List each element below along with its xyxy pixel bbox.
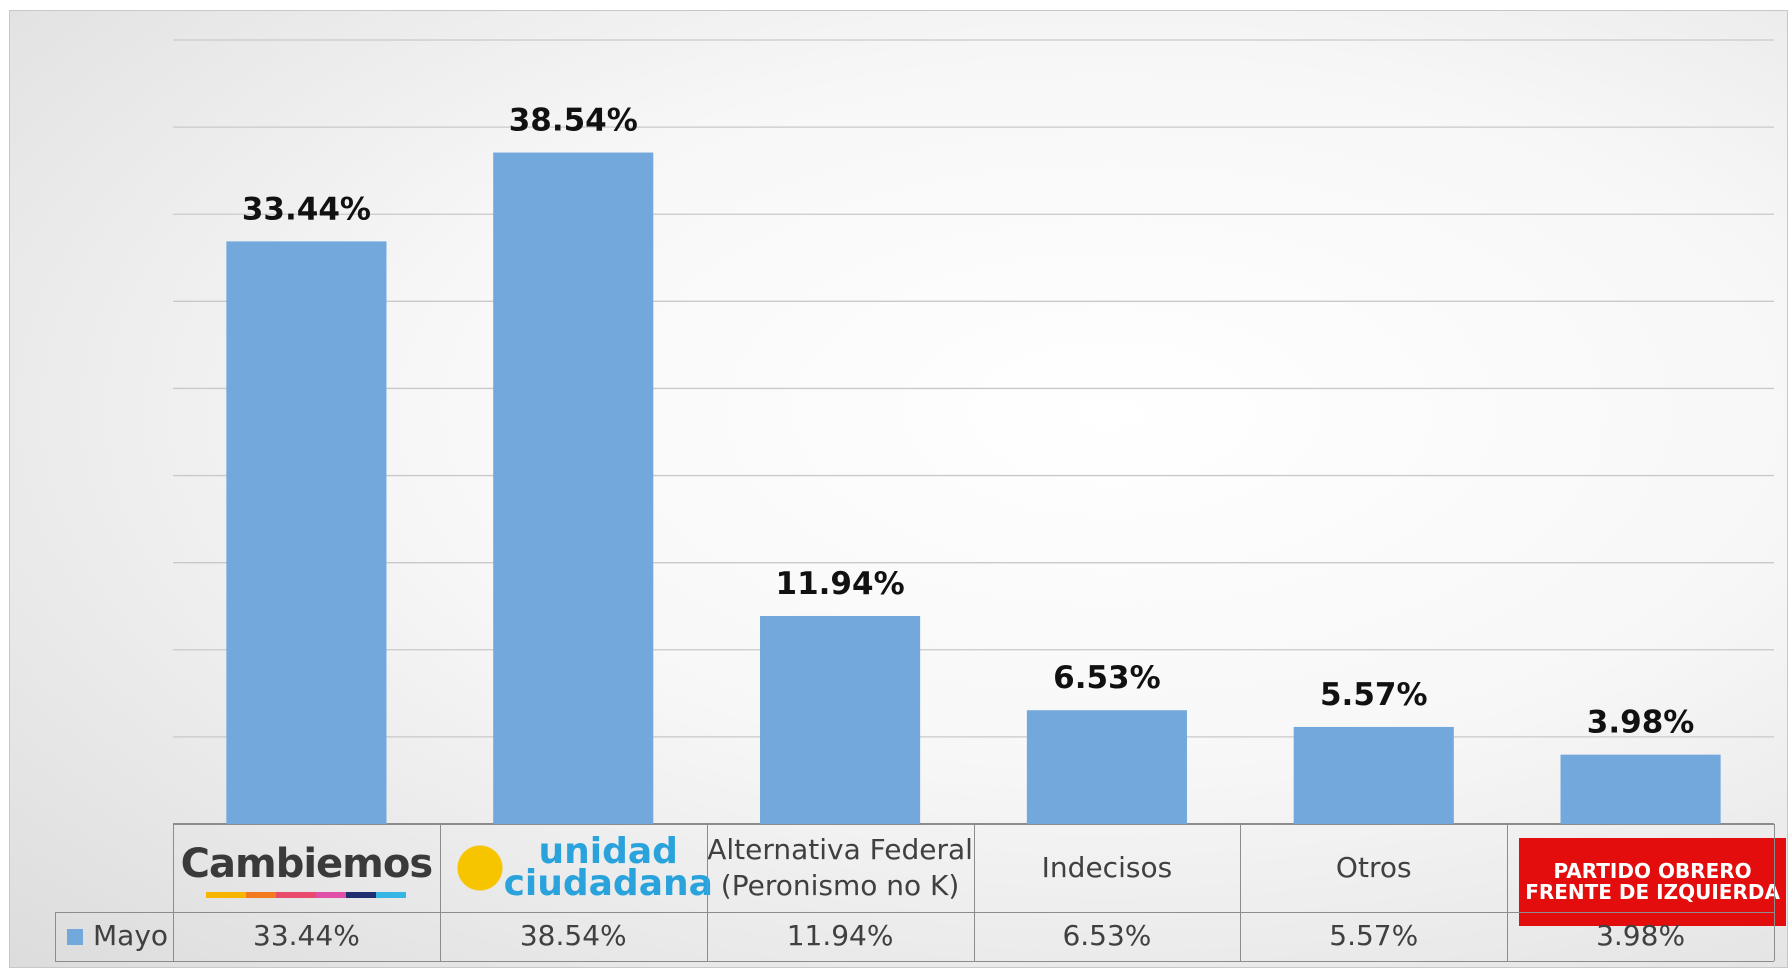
table-value: 33.44%: [253, 919, 360, 953]
table-border: [55, 961, 1774, 962]
bar: [1293, 726, 1454, 824]
data-label: 5.57%: [1320, 677, 1428, 713]
category-label: Indecisos: [1041, 850, 1173, 884]
table-value: 38.54%: [519, 919, 627, 953]
table-border: [1774, 824, 1775, 961]
data-label: 3.98%: [1587, 705, 1695, 741]
bar: [1026, 710, 1187, 824]
table-border: [55, 912, 1774, 913]
table-border: [1507, 824, 1509, 961]
bar: [1560, 754, 1721, 824]
category-label: Alternativa Federal (Peronismo no K): [707, 832, 973, 902]
data-label: 6.53%: [1053, 660, 1161, 696]
legend-entry: Mayo: [55, 912, 173, 961]
table-value: 11.94%: [786, 919, 894, 953]
category-label: unidad ciudadana: [439, 824, 713, 912]
data-label: 33.44%: [242, 191, 371, 227]
table-value: 3.98%: [1596, 919, 1686, 953]
table-border: [1240, 824, 1242, 961]
table-border: [439, 824, 441, 961]
table-value: 6.53%: [1062, 919, 1152, 953]
table-border: [55, 912, 56, 961]
table-value: 5.57%: [1329, 919, 1419, 953]
bar: [760, 615, 921, 824]
data-label: 11.94%: [776, 566, 905, 602]
data-label: 38.54%: [509, 103, 638, 139]
table-border: [706, 824, 708, 961]
bar: [226, 241, 387, 825]
category-label: Otros: [1335, 850, 1412, 884]
bar: [493, 152, 654, 825]
category-label: PARTIDO OBRERO FRENTE DE IZQUIERDA: [1519, 838, 1786, 926]
table-border: [173, 824, 174, 961]
legend-label: Mayo: [93, 919, 169, 953]
category-label: Cambiemos: [173, 824, 440, 912]
legend-swatch: [67, 928, 83, 945]
table-border: [973, 824, 975, 961]
